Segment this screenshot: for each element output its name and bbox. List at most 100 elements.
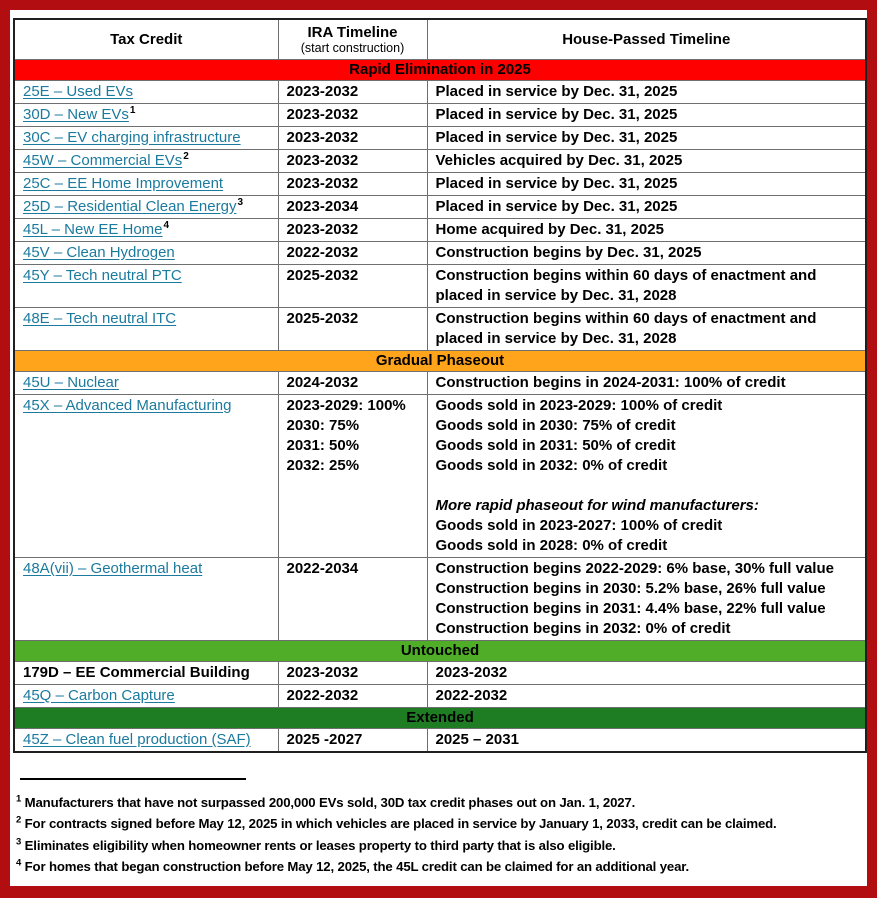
timeline-line: 2023-2032: [286, 82, 359, 100]
table-row: 45Y – Tech neutral PTC 2025-2032 Construct…: [13, 263, 867, 308]
timeline-line: Goods sold in 2031: 50% of credit: [435, 436, 676, 454]
table-row: 179D – EE Commercial Building 2023-2032 20…: [13, 660, 867, 685]
tax-credit-cell: 45Z – Clean fuel production (SAF): [13, 727, 279, 752]
footnote-number: 2: [16, 815, 22, 827]
house-passed-timeline-cell: Placed in service by Dec. 31, 2025: [426, 79, 867, 104]
footnote-separator: [20, 778, 246, 780]
table-row: 45X – Advanced Manufacturing 2023-2029: 1…: [13, 393, 867, 558]
tax-credit-link[interactable]: 30C – EV charging infrastructure: [23, 128, 241, 146]
table-row: 48A(vii) – Geothermal heat 2022-2034 Const…: [13, 556, 867, 641]
tax-credit-link[interactable]: 25D – Residential Clean Energy: [23, 197, 237, 215]
tax-credit-cell: 25D – Residential Clean Energy3: [13, 194, 279, 219]
timeline-line: Goods sold in 2032: 0% of credit: [435, 456, 668, 474]
timeline-line: 2023-2032: [286, 151, 359, 169]
tax-credit-cell: 45V – Clean Hydrogen: [13, 240, 279, 265]
tax-credit-link[interactable]: 45U – Nuclear: [23, 373, 119, 391]
timeline-line: 2022-2034: [286, 559, 359, 577]
section-band-row: Rapid Elimination in 2025: [13, 58, 867, 81]
ira-timeline-cell: 2025 -2027: [277, 727, 428, 752]
timeline-line: Construction begins within 60 days of en…: [435, 266, 817, 304]
tax-credit-table: Tax Credit IRA Timeline (start construct…: [13, 18, 867, 753]
timeline-line: 2025-2032: [286, 266, 359, 284]
house-passed-timeline-cell: 2022-2032: [426, 683, 867, 708]
tax-credit-link[interactable]: 45W – Commercial EVs: [23, 151, 183, 169]
timeline-line: 2025 -2027: [286, 730, 363, 748]
house-passed-timeline-cell: 2023-2032: [426, 660, 867, 685]
tax-credit-link[interactable]: 45L – New EE Home: [23, 220, 163, 238]
tax-credit-cell: 30D – New EVs1: [13, 102, 279, 127]
tax-credit-link[interactable]: 45Y – Tech neutral PTC: [23, 266, 182, 284]
footnote: 2 For contracts signed before May 12, 20…: [16, 815, 777, 832]
house-passed-timeline-cell: Goods sold in 2023-2029: 100% of credit G…: [426, 393, 867, 558]
house-passed-timeline-cell: Placed in service by Dec. 31, 2025: [426, 194, 867, 219]
timeline-line: 2025-2032: [286, 309, 359, 327]
ira-timeline-cell: 2023-2029: 100% 2030: 75% 2031: 50% 2032: 2…: [277, 393, 428, 558]
tax-credit-cell: 25E – Used EVs: [13, 79, 279, 104]
timeline-line: Home acquired by Dec. 31, 2025: [435, 220, 664, 238]
table-header-row: Tax Credit IRA Timeline (start construct…: [13, 18, 867, 60]
table-row: 45V – Clean Hydrogen 2022-2032 Constructio…: [13, 240, 867, 265]
timeline-line: Placed in service by Dec. 31, 2025: [435, 105, 678, 123]
tax-credit-label: 179D – EE Commercial Building: [23, 663, 250, 681]
house-passed-timeline-cell: Home acquired by Dec. 31, 2025: [426, 217, 867, 242]
tax-credit-link[interactable]: 45V – Clean Hydrogen: [23, 243, 175, 261]
timeline-line: 2023-2032: [435, 663, 508, 681]
house-passed-timeline-cell: 2025 – 2031: [426, 727, 867, 752]
table-row: 45Z – Clean fuel production (SAF) 2025 -2…: [13, 727, 867, 752]
timeline-line: Construction begins in 2031: 4.4% base, …: [435, 599, 826, 617]
section-band-label: Gradual Phaseout: [13, 349, 867, 372]
tax-credit-link[interactable]: 25E – Used EVs: [23, 82, 134, 100]
ira-timeline-cell: 2022-2032: [277, 240, 428, 265]
tax-credit-cell: 45U – Nuclear: [13, 370, 279, 395]
timeline-line: Construction begins in 2024-2031: 100% o…: [435, 373, 786, 391]
timeline-line: Construction begins 2022-2029: 6% base, …: [435, 559, 834, 577]
house-passed-timeline-cell: Construction begins by Dec. 31, 2025: [426, 240, 867, 265]
tax-credit-link[interactable]: 48E – Tech neutral ITC: [23, 309, 177, 327]
tax-credit-cell: 30C – EV charging infrastructure: [13, 125, 279, 150]
section-band-row: Gradual Phaseout: [13, 349, 867, 372]
timeline-line: 2022-2032: [286, 243, 359, 261]
timeline-line: 2023-2029: 100%: [286, 396, 406, 414]
ira-timeline-title: IRA Timeline: [307, 23, 398, 41]
section-band-label: Rapid Elimination in 2025: [13, 58, 867, 81]
section-band-row: Untouched: [13, 639, 867, 662]
timeline-line: Goods sold in 2030: 75% of credit: [435, 416, 676, 434]
timeline-line: 2022-2032: [286, 686, 359, 704]
timeline-line: 2030: 75%: [286, 416, 360, 434]
footnote: 4 For homes that began construction befo…: [16, 857, 690, 875]
tax-credit-cell: 179D – EE Commercial Building: [13, 660, 279, 685]
timeline-line: Goods sold in 2023-2029: 100% of credit: [435, 396, 723, 414]
timeline-line: Placed in service by Dec. 31, 2025: [435, 128, 678, 146]
col-header-house-passed: House-Passed Timeline: [426, 18, 867, 60]
table-row: 45W – Commercial EVs2 2023-2032 Vehicles a…: [13, 148, 867, 173]
ira-timeline-cell: 2022-2032: [277, 683, 428, 708]
timeline-line: 2023-2032: [286, 663, 359, 681]
tax-credit-cell: 48A(vii) – Geothermal heat: [13, 556, 279, 641]
house-passed-timeline-cell: Construction begins within 60 days of en…: [426, 306, 867, 351]
tax-credit-link[interactable]: 45X – Advanced Manufacturing: [23, 396, 232, 414]
timeline-line: Construction begins within 60 days of en…: [435, 309, 817, 347]
footnote-ref: 1: [129, 104, 136, 116]
timeline-line: 2025 – 2031: [435, 730, 519, 748]
tax-credit-link[interactable]: 45Q – Carbon Capture: [23, 686, 175, 704]
tax-credit-link[interactable]: 25C – EE Home Improvement: [23, 174, 224, 192]
tax-credit-link[interactable]: 48A(vii) – Geothermal heat: [23, 559, 203, 577]
timeline-line: Construction begins in 2030: 5.2% base, …: [435, 579, 826, 597]
ira-timeline-cell: 2023-2032: [277, 148, 428, 173]
table-row: 45U – Nuclear 2024-2032 Construction begin…: [13, 370, 867, 395]
tax-credit-cell: 25C – EE Home Improvement: [13, 171, 279, 196]
timeline-line: 2023-2032: [286, 128, 359, 146]
tax-credit-link[interactable]: 45Z – Clean fuel production (SAF): [23, 730, 251, 748]
ira-timeline-cell: 2023-2032: [277, 171, 428, 196]
timeline-line: 2023-2032: [286, 220, 359, 238]
ira-timeline-cell: 2023-2034: [277, 194, 428, 219]
ira-timeline-cell: 2023-2032: [277, 660, 428, 685]
table-row: 48E – Tech neutral ITC 2025-2032 Construct…: [13, 306, 867, 351]
col-header-ira-timeline: IRA Timeline (start construction): [277, 18, 428, 60]
tax-credit-cell: 45X – Advanced Manufacturing: [13, 393, 279, 558]
house-passed-timeline-cell: Construction begins 2022-2029: 6% base, …: [426, 556, 867, 641]
ira-timeline-cell: 2025-2032: [277, 306, 428, 351]
ira-timeline-cell: 2023-2032: [277, 102, 428, 127]
tax-credit-cell: 45W – Commercial EVs2: [13, 148, 279, 173]
tax-credit-link[interactable]: 30D – New EVs: [23, 105, 129, 123]
